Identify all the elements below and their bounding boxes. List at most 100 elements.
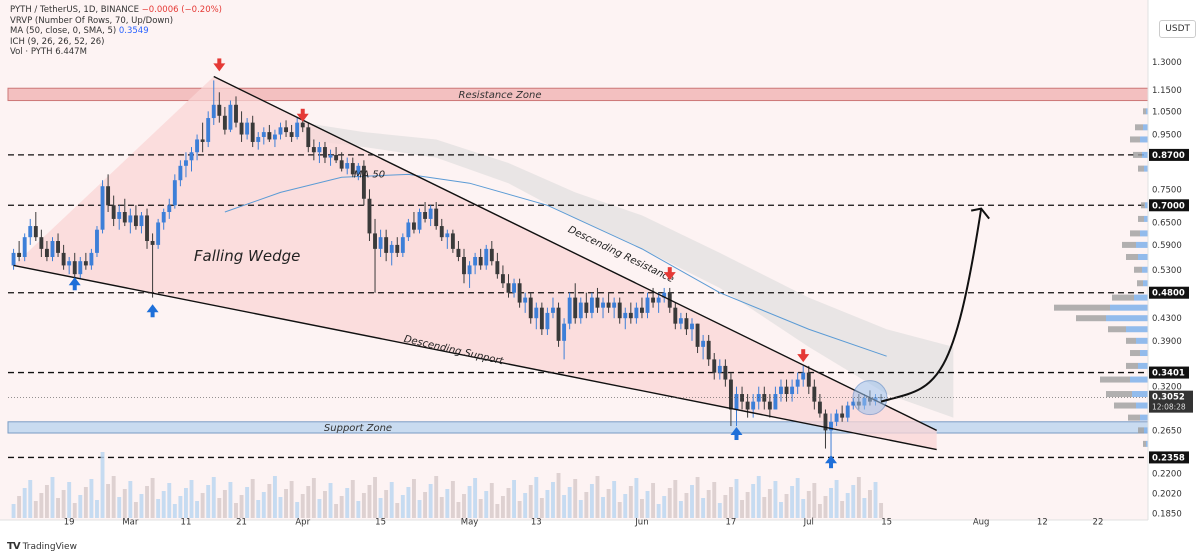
legend-ich[interactable]: ICH (9, 26, 26, 52, 26) [10,36,105,47]
price-tick-7: 0.5300 [1152,266,1182,276]
volume-bar [779,502,783,518]
candle-body [845,405,850,418]
down-arrow-icon-3 [797,349,810,363]
ichimoku-cloud [302,122,954,418]
volume-profile-up [1142,151,1148,158]
candle-body [662,292,667,298]
time-tick-0: 19 [64,518,75,528]
candle-body [767,401,772,410]
volume-bar [701,498,706,518]
legend-ma-row[interactable]: MA (50, close, 0, SMA, 5) 0.3549 [10,26,222,37]
candle-body [795,379,800,387]
legend-symbol[interactable]: PYTH / TetherUS, 1D, BINANCE [10,5,139,15]
volume-profile-down [1138,427,1144,434]
candle-body [500,274,505,284]
volume-bar [840,501,845,518]
volume-profile-down [1130,350,1140,357]
arrow-head [146,304,159,313]
price-tick-11: 0.2650 [1152,426,1182,436]
arrow-shaft [217,58,222,65]
volume-bar [373,477,377,518]
candle-body [250,122,255,142]
volume-profile-down [1130,230,1140,237]
level-price-label-0: 0.8700 [1152,151,1185,161]
volume-bar [756,476,761,518]
candle-body [384,237,389,253]
volume-bar [528,485,533,518]
candle-body [122,212,127,223]
up-arrow-icon-4 [68,277,81,291]
volume-bar [256,500,261,518]
time-tick-2: 11 [181,518,192,528]
volume-bar [83,487,88,518]
currency-button[interactable]: USDT [1159,20,1196,38]
time-tick-8: Jun [634,518,648,528]
volume-bar [356,501,361,518]
candle-body [267,132,272,140]
current-price-label: 0.3052 [1152,393,1185,403]
volume-bar [506,488,511,518]
candle-body [462,256,466,275]
volume-bar [456,502,461,518]
candle-body [328,154,333,158]
volume-bar [239,495,244,518]
candle-body [195,139,200,153]
legend-vol-row[interactable]: Vol · PYTH 6.447M [10,47,222,58]
candle-body [512,283,516,293]
volume-bar [495,504,500,518]
legend-vrvp[interactable]: VRVP (Number Of Rows, 70, Up/Down) [10,15,174,26]
price-tick-6: 0.5900 [1152,241,1182,251]
tradingview-logo[interactable]: TV TradingView [7,541,77,552]
volume-bar [434,476,439,518]
volume-bar [589,484,594,518]
descending-resistance-line [213,75,937,432]
volume-bar [773,481,778,518]
volume-bar [667,488,672,518]
volume-bar [723,495,728,518]
candle-body [117,212,122,219]
candle-body [556,307,561,341]
volume-bar [11,504,16,518]
volume-profile-up [1106,315,1148,322]
volume-bar [261,492,266,518]
time-tick-1: Mar [122,518,139,528]
volume-bar [289,481,294,518]
candle-body [823,413,828,431]
volume-bar [156,499,161,518]
candle-body [734,394,739,410]
arrow-shaft [72,284,77,291]
candle-body [495,261,500,275]
volume-bar [500,496,505,518]
volume-profile-down [1054,304,1110,311]
resistance-zone [7,87,1149,102]
candle-body [606,302,611,308]
volume-bar [573,479,578,518]
candle-countdown: 12:08:28 [1152,403,1186,412]
time-tick-11: 15 [881,518,892,528]
volume-bar [245,487,250,518]
volume-bar [684,493,689,518]
annotation-label-1: MA 50 [354,169,385,180]
candle-body [634,307,639,319]
volume-bar [44,485,49,518]
volume-bar [439,497,444,518]
price-tick-0: 1.3000 [1152,58,1182,68]
candle-body [133,215,138,227]
candle-body [701,340,706,347]
arrow-head [296,113,309,122]
volume-bar [678,501,683,518]
candle-body [484,248,489,266]
volume-profile-up [1136,402,1148,409]
volume-bar [361,493,366,518]
volume-profile-down [1112,294,1134,301]
volume-bar [117,497,122,518]
volume-bar [161,491,166,518]
volume-profile-down [1134,266,1142,273]
candle-body [840,413,845,418]
volume-bar [539,498,544,518]
volume-bar [489,483,494,518]
candle-body [211,104,216,119]
volume-bar [50,477,55,518]
candle-body [584,302,589,313]
